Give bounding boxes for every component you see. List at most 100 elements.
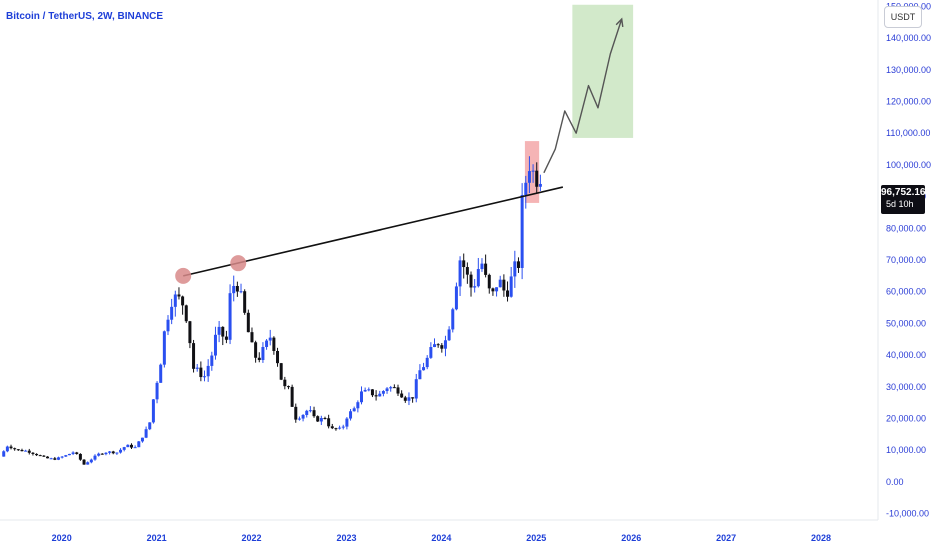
price-tick-label: 120,000.00 — [886, 96, 931, 106]
candle-body — [283, 379, 287, 387]
candle-body — [166, 319, 170, 332]
time-tick-label: 2020 — [52, 533, 72, 543]
candle-body — [436, 344, 440, 346]
candle-body — [2, 451, 6, 457]
candle-body — [56, 457, 60, 460]
drawn-lines — [175, 17, 624, 284]
candle-body — [330, 426, 334, 429]
candles — [2, 156, 542, 465]
currency-button[interactable]: USDT — [884, 6, 922, 28]
candle-body — [538, 183, 542, 187]
candle-body — [447, 329, 451, 341]
candle-body — [297, 418, 301, 420]
candle-body — [111, 451, 115, 454]
candle-body — [506, 290, 510, 297]
candle-body — [495, 287, 499, 292]
time-axis[interactable]: 2020 2021 2022 2023 2024 2025 2026 2027 2028 — [52, 533, 831, 543]
candle-body — [520, 194, 524, 268]
candle-body — [374, 395, 378, 397]
candle-body — [465, 267, 469, 275]
candle-body — [312, 410, 316, 417]
candle-body — [144, 429, 148, 438]
candle-body — [192, 343, 196, 369]
candle-body — [440, 345, 444, 349]
candle-body — [173, 294, 177, 307]
candle-body — [279, 363, 283, 380]
candle-body — [378, 393, 382, 397]
candle-body — [531, 170, 535, 172]
peak-marker — [230, 255, 247, 272]
candle-body — [473, 286, 477, 288]
candle-body — [155, 382, 159, 400]
candle-body — [425, 357, 429, 368]
annotation-zones — [524, 4, 634, 203]
time-tick-label: 2021 — [147, 533, 167, 543]
candle-body — [286, 386, 290, 388]
candle-body — [78, 453, 82, 460]
candle-body — [509, 276, 513, 297]
price-tick-label: 20,000.00 — [886, 414, 926, 424]
candle-body — [224, 336, 228, 340]
price-tick-label: 50,000.00 — [886, 318, 926, 328]
candle-body — [42, 455, 46, 457]
candle-body — [349, 411, 353, 419]
candle-body — [527, 171, 531, 183]
candle-body — [516, 261, 520, 268]
candle-body — [210, 355, 214, 366]
candle-body — [250, 332, 254, 343]
candle-body — [338, 427, 342, 429]
candle-body — [104, 452, 108, 455]
time-tick-label: 2022 — [242, 533, 262, 543]
candle-body — [35, 453, 39, 456]
time-tick-label: 2027 — [716, 533, 736, 543]
candle-body — [217, 326, 221, 335]
price-axis[interactable]: -10,000.00 0.00 10,000.00 20,000.00 30,000.0… — [886, 1, 931, 518]
price-tick-label: 40,000.00 — [886, 350, 926, 360]
candle-body — [524, 182, 528, 195]
candle-body — [133, 447, 137, 449]
candle-body — [108, 451, 112, 453]
candle-body — [381, 391, 385, 394]
candle-body — [363, 389, 367, 392]
candle-body — [414, 379, 418, 399]
time-tick-label: 2024 — [431, 533, 451, 543]
candle-body — [75, 452, 79, 454]
candle-body — [345, 418, 349, 427]
candle-body — [305, 410, 309, 415]
candle-body — [327, 418, 331, 427]
candle-body — [454, 286, 458, 310]
candle-body — [385, 388, 389, 392]
candle-body — [203, 376, 207, 378]
candle-body — [480, 263, 484, 270]
candle-body — [140, 437, 144, 442]
candle-body — [487, 274, 491, 289]
candle-body — [38, 455, 42, 457]
price-tick-label: 110,000.00 — [886, 128, 930, 138]
chart-title: Bitcoin / TetherUS, 2W, BINANCE — [6, 11, 164, 22]
price-tick-label: -10,000.00 — [886, 509, 929, 519]
candle-body — [53, 458, 57, 460]
candle-body — [177, 294, 181, 297]
price-tick-label: 100,000.00 — [886, 160, 931, 170]
candle-body — [272, 337, 276, 351]
candle-body — [119, 449, 123, 453]
candle-body — [356, 402, 360, 409]
candle-body — [82, 459, 86, 465]
candle-body — [246, 312, 250, 333]
candle-body — [93, 455, 97, 460]
candle-body — [16, 449, 20, 451]
candle-body — [403, 397, 407, 401]
projection-path — [543, 18, 623, 174]
candle-body — [122, 447, 126, 450]
candle-body — [476, 269, 480, 287]
candle-body — [221, 326, 225, 337]
candle-body — [46, 456, 50, 459]
candle-body — [9, 446, 13, 449]
candle-body — [334, 428, 338, 430]
candle-body — [254, 342, 258, 358]
candle-body — [498, 279, 502, 288]
candle-body — [162, 331, 166, 365]
trendline — [183, 186, 564, 277]
candle-body — [502, 279, 506, 291]
